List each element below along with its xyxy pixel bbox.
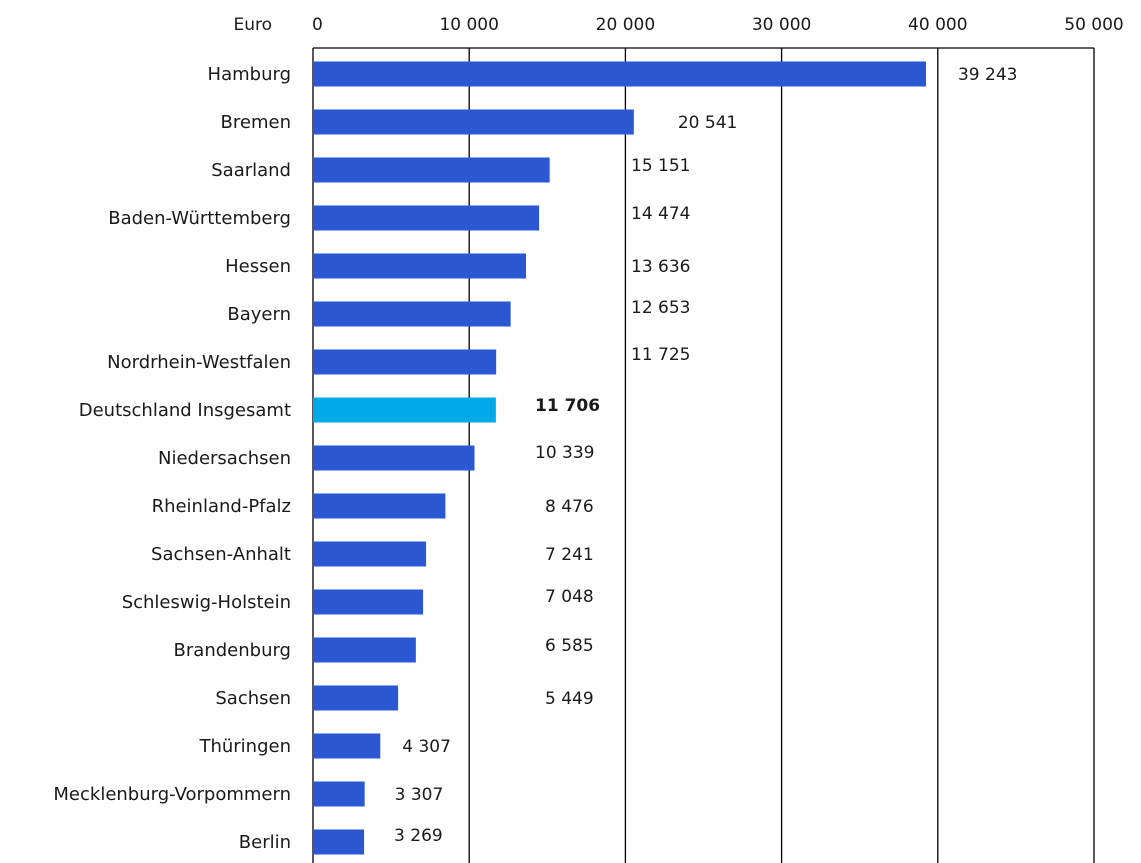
value-label-14: 4 307: [402, 737, 451, 757]
value-label-12: 6 585: [545, 636, 594, 656]
bar-11: [313, 589, 424, 615]
x-tick-label-0: 0: [312, 15, 323, 35]
value-label-9: 8 476: [545, 497, 594, 517]
bar-1: [313, 109, 634, 135]
value-label-13: 5 449: [545, 689, 594, 709]
category-label-16: Berlin: [239, 832, 291, 853]
category-label-14: Thüringen: [198, 736, 291, 757]
value-label-7: 11 706: [535, 396, 600, 416]
bar-15: [313, 781, 365, 807]
value-label-6: 11 725: [631, 345, 690, 365]
category-label-10: Sachsen-Anhalt: [151, 544, 291, 565]
bar-12: [313, 637, 416, 663]
bar-14: [313, 733, 381, 759]
bar-0: [313, 61, 926, 87]
value-label-11: 7 048: [545, 587, 594, 607]
category-label-5: Bayern: [227, 304, 291, 325]
x-tick-label-4: 40 000: [908, 15, 967, 35]
value-label-3: 14 474: [631, 204, 690, 224]
bar-5: [313, 301, 511, 327]
bar-8: [313, 445, 475, 471]
bar-4: [313, 253, 526, 279]
x-tick-label-5: 50 000: [1064, 15, 1123, 35]
grid-lines: [312, 47, 1095, 863]
category-label-8: Niedersachsen: [158, 448, 291, 469]
category-labels: Hamburg Bremen Saarland Baden-Württemberg He…: [53, 64, 291, 853]
value-label-15: 3 307: [395, 785, 444, 805]
x-tick-label-2: 20 000: [596, 15, 655, 35]
category-label-1: Bremen: [221, 112, 291, 133]
category-label-13: Sachsen: [215, 688, 291, 709]
value-label-0: 39 243: [958, 65, 1017, 85]
bar-13: [313, 685, 399, 711]
value-label-16: 3 269: [394, 826, 443, 846]
value-label-4: 13 636: [631, 257, 690, 277]
x-tick-label-3: 30 000: [752, 15, 811, 35]
value-label-5: 12 653: [631, 298, 690, 318]
value-label-2: 15 151: [631, 156, 690, 176]
category-label-9: Rheinland-Pfalz: [152, 496, 291, 517]
bar-2: [313, 157, 550, 183]
bar-6: [313, 349, 497, 375]
category-label-11: Schleswig-Holstein: [122, 592, 291, 613]
value-label-1: 20 541: [678, 113, 737, 133]
category-label-7: Deutschland Insgesamt: [79, 400, 291, 421]
bar-3: [313, 205, 540, 231]
bar-9: [313, 493, 446, 519]
bar-7: [313, 397, 496, 423]
category-label-4: Hessen: [225, 256, 291, 277]
category-label-2: Saarland: [211, 160, 291, 181]
unit-label: Euro: [233, 15, 272, 35]
bar-10: [313, 541, 427, 567]
value-labels: 39 243 20 541 15 151 14 474 13 636 12 653 11 7…: [394, 65, 1017, 846]
value-label-10: 7 241: [545, 545, 594, 565]
bar-16: [313, 829, 365, 855]
category-label-6: Nordrhein-Westfalen: [107, 352, 291, 373]
bars: [313, 61, 926, 855]
category-label-0: Hamburg: [208, 64, 291, 85]
category-label-12: Brandenburg: [174, 640, 291, 661]
category-label-3: Baden-Württemberg: [108, 208, 291, 229]
value-label-8: 10 339: [535, 443, 594, 463]
category-label-15: Mecklenburg-Vorpommern: [53, 784, 291, 805]
x-tick-label-1: 10 000: [439, 15, 498, 35]
x-axis-ticks: 0 10 000 20 000 30 000 40 000 50 000: [312, 15, 1124, 35]
